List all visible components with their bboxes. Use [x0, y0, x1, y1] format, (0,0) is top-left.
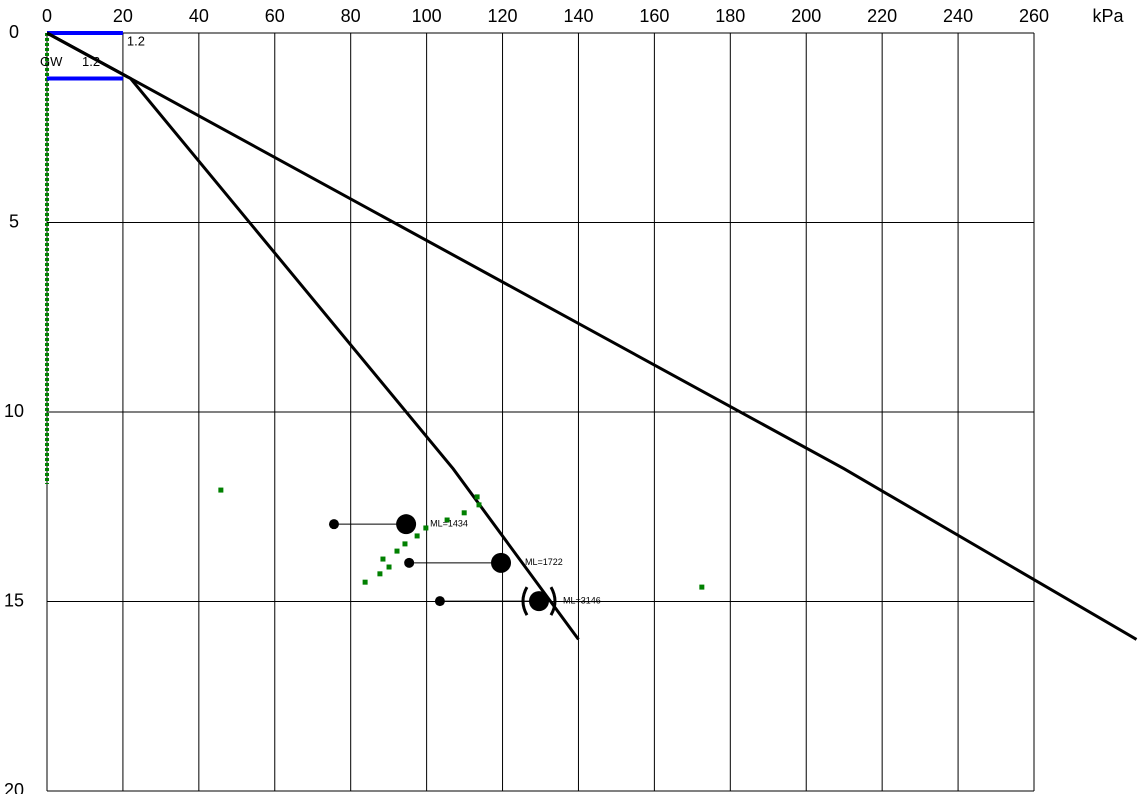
- x-tick-label: 40: [189, 6, 209, 26]
- point: [423, 525, 429, 531]
- point: [476, 502, 482, 508]
- depth-label: 1.2: [127, 33, 145, 48]
- point: [394, 548, 400, 554]
- x-tick-label: 260: [1019, 6, 1049, 26]
- y-tick-label: 10: [4, 401, 24, 421]
- line: [46, 31, 1138, 641]
- y-tick-label: 5: [9, 211, 19, 231]
- x-tick-label: 180: [715, 6, 745, 26]
- point: [414, 533, 420, 539]
- small-dot: [404, 557, 415, 568]
- ml-label: ML=1722: [525, 557, 563, 567]
- ml-label: ML=1434: [430, 519, 468, 529]
- small-dot: [328, 519, 339, 530]
- point: [699, 584, 705, 590]
- point: [362, 579, 368, 585]
- point: [377, 571, 383, 577]
- x-tick-label: 120: [488, 6, 518, 26]
- big-dot: [396, 514, 417, 535]
- bracket: [549, 586, 557, 616]
- x-tick-label: 140: [563, 6, 593, 26]
- small-dot: [434, 596, 445, 607]
- big-dot: [528, 591, 549, 612]
- x-tick-label: 240: [943, 6, 973, 26]
- point: [386, 564, 392, 570]
- gw-depth-label: 1.2: [82, 54, 100, 69]
- bracket: [521, 586, 529, 616]
- x-tick-label: 220: [867, 6, 897, 26]
- big-dot: [491, 552, 512, 573]
- x-tick-label: 0: [42, 6, 52, 26]
- x-tick-label: 60: [265, 6, 285, 26]
- x-tick-label: 160: [639, 6, 669, 26]
- gw-label: GW: [40, 54, 63, 69]
- point: [380, 556, 386, 562]
- point: [402, 541, 408, 547]
- y-tick-label: 0: [9, 22, 19, 42]
- y-tick-label: 15: [4, 590, 24, 610]
- point: [218, 487, 224, 493]
- ml-label: ML=3146: [563, 595, 601, 605]
- x-tick-label: 200: [791, 6, 821, 26]
- x-unit: kPa: [1092, 6, 1124, 26]
- line: [46, 31, 580, 641]
- x-tick-label: 100: [412, 6, 442, 26]
- y-tick-label: 20: [4, 780, 24, 794]
- point: [444, 517, 450, 523]
- point: [474, 494, 480, 500]
- x-tick-label: 80: [341, 6, 361, 26]
- point: [461, 510, 467, 516]
- x-tick-label: 20: [113, 6, 133, 26]
